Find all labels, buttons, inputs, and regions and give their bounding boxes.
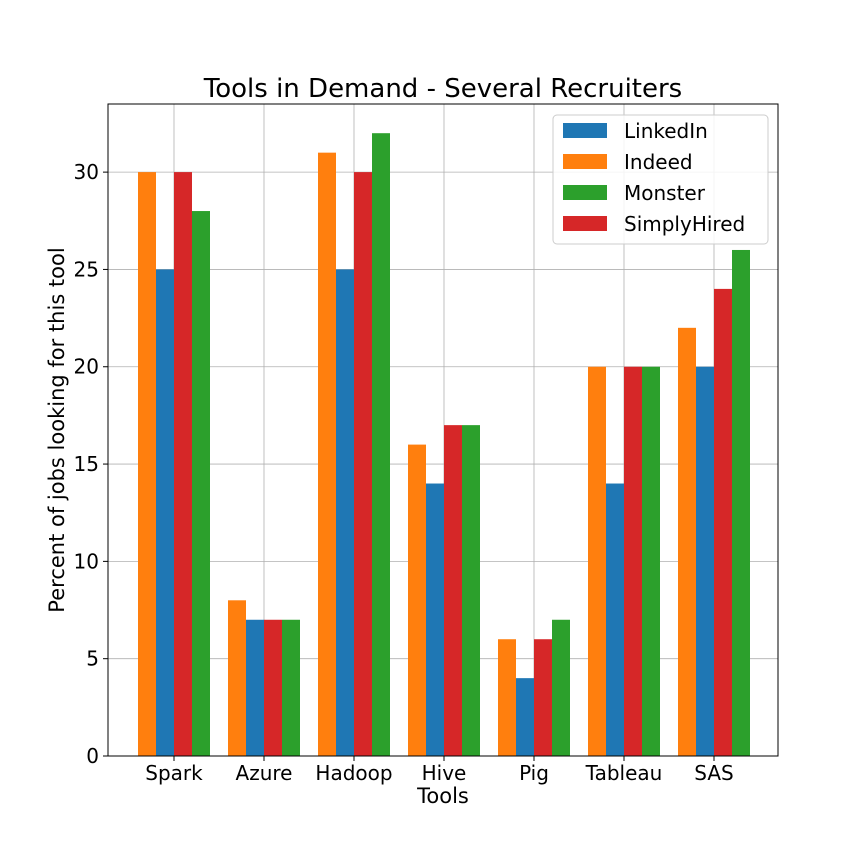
x-tick-label: Hive: [422, 761, 467, 785]
bar-linkedin-spark: [156, 269, 174, 756]
bar-linkedin-tableau: [606, 483, 624, 756]
bar-monster-tableau: [642, 366, 660, 756]
bar-simplyhired-azure: [264, 619, 282, 756]
bar-indeed-pig: [498, 639, 516, 756]
y-tick-label: 30: [74, 160, 99, 184]
legend-label-linkedin: LinkedIn: [624, 119, 708, 143]
bar-linkedin-azure: [246, 619, 264, 756]
bars: [138, 133, 750, 757]
bar-simplyhired-sas: [714, 288, 732, 756]
bar-indeed-hive: [408, 444, 426, 756]
bar-monster-hive: [462, 425, 480, 756]
legend-label-monster: Monster: [624, 181, 706, 205]
y-tick-label: 5: [86, 647, 99, 671]
legend-swatch-simplyhired: [563, 216, 607, 231]
legend-label-indeed: Indeed: [624, 150, 693, 174]
x-tick-label: Spark: [145, 761, 203, 785]
bar-monster-pig: [552, 619, 570, 756]
bar-simplyhired-hadoop: [354, 172, 372, 757]
bar-indeed-hadoop: [318, 152, 336, 756]
bar-linkedin-sas: [696, 366, 714, 756]
y-tick-label: 10: [74, 549, 99, 573]
bar-indeed-tableau: [588, 366, 606, 756]
legend-box: [552, 114, 769, 245]
bar-monster-spark: [192, 211, 210, 756]
legend-swatch-monster: [563, 185, 607, 200]
ticks: 0 5 10 15 20 25 30 Spark Azure Hadoop Hive Pig Table…: [74, 160, 734, 785]
bar-simplyhired-pig: [534, 639, 552, 756]
bar-indeed-azure: [228, 600, 246, 756]
y-tick-label: 25: [74, 257, 99, 281]
y-tick-label: 20: [74, 355, 99, 379]
legend-label-simplyhired: SimplyHired: [624, 212, 745, 236]
x-axis-label: Tools: [416, 784, 469, 808]
plot-frame: [107, 103, 779, 757]
bar-simplyhired-spark: [174, 172, 192, 757]
bar-simplyhired-tableau: [624, 366, 642, 756]
chart-title: Tools in Demand - Several Recruiters: [203, 74, 682, 104]
bar-indeed-sas: [678, 327, 696, 756]
x-tick-label: Azure: [236, 761, 293, 785]
bar-monster-azure: [282, 619, 300, 756]
bar-indeed-spark: [138, 172, 156, 757]
legend-swatch-linkedin: [563, 123, 607, 138]
x-tick-label: Hadoop: [315, 761, 392, 785]
bar-simplyhired-hive: [444, 425, 462, 756]
x-tick-label: Tableau: [585, 761, 663, 785]
bar-monster-sas: [732, 249, 750, 756]
x-tick-label: Pig: [519, 761, 549, 785]
bar-linkedin-hadoop: [336, 269, 354, 756]
bar-linkedin-pig: [516, 678, 534, 756]
bar-monster-hadoop: [372, 133, 390, 756]
y-axis-label: Percent of jobs looking for this tool: [45, 247, 69, 612]
legend-swatch-indeed: [563, 154, 607, 169]
y-tick-label: 0: [86, 744, 99, 768]
legend: LinkedIn Indeed Monster SimplyHired: [552, 114, 769, 245]
x-tick-label: SAS: [694, 761, 733, 785]
y-tick-label: 15: [74, 452, 99, 476]
bar-linkedin-hive: [426, 483, 444, 756]
